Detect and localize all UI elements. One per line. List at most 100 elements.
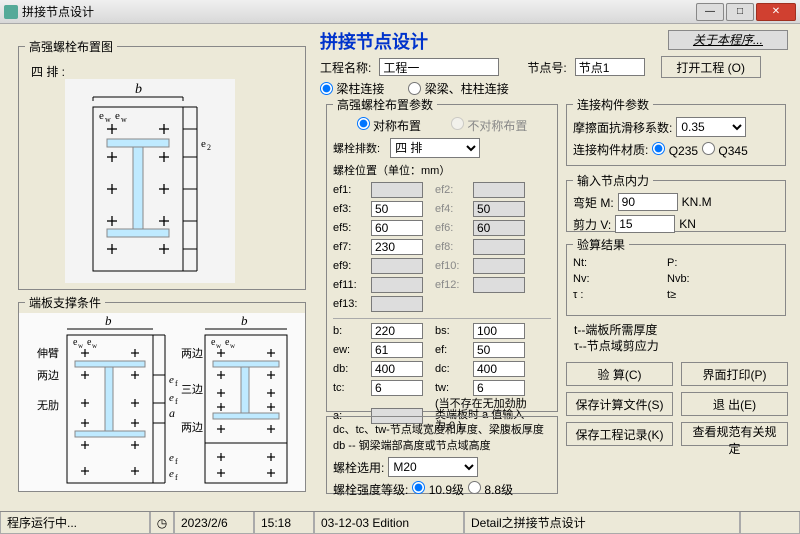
save-file-button[interactable]: 保存计算文件(S) [566, 392, 673, 416]
svg-text:w: w [230, 342, 236, 350]
sym-opt1[interactable]: 对称布置 [357, 117, 421, 134]
ef6-input [473, 220, 525, 236]
statusbar: 程序运行中... ◷ 2023/2/6 15:18 03-12-03 Editi… [0, 511, 800, 533]
app-icon [4, 5, 18, 19]
svg-text:e: e [169, 468, 174, 480]
open-project-button[interactable]: 打开工程 (O) [661, 56, 761, 78]
status-icon: ◷ [150, 512, 174, 534]
about-button[interactable]: 关于本程序... [668, 30, 788, 50]
svg-text:f: f [175, 379, 178, 388]
sym-opt2: 不对称布置 [451, 117, 527, 134]
svg-text:伸臂: 伸臂 [37, 347, 59, 360]
shear-label: 剪力 V: [573, 216, 611, 233]
ef13-input [371, 296, 423, 312]
ef2-input [473, 182, 525, 198]
conn-type-2[interactable]: 梁梁、柱柱连接 [408, 80, 508, 97]
force-input-panel: 输入节点内力 弯矩 M: KN.M 剪力 V: KN [566, 172, 786, 232]
svg-text:b: b [105, 313, 112, 328]
svg-text:f: f [175, 397, 178, 406]
svg-text:e: e [99, 110, 104, 122]
diagram-caption: 四 排 : [31, 63, 65, 80]
status-time: 15:18 [254, 512, 314, 534]
svg-text:w: w [78, 342, 84, 350]
support-condition-panel: 端板支撑条件 b ew ew [18, 294, 306, 492]
svg-text:f: f [175, 473, 178, 482]
node-label: 节点号: [527, 59, 566, 76]
bolt-select-panel: dc、tc、tw-节点域宽度和厚度、梁腹板厚度 db -- 钢梁端部高度或节点域… [326, 416, 558, 494]
svg-text:2: 2 [207, 143, 211, 152]
print-button[interactable]: 界面打印(P) [681, 362, 788, 386]
grade-88[interactable]: 8.8级 [468, 481, 513, 498]
save-record-button[interactable]: 保存工程记录(K) [566, 422, 673, 446]
grade-109[interactable]: 10.9级 [412, 481, 464, 498]
svg-text:三边: 三边 [181, 383, 203, 396]
ew-input[interactable] [371, 342, 423, 358]
mat-q235[interactable]: Q235 [652, 142, 698, 158]
svg-text:b: b [135, 82, 142, 97]
b-input[interactable] [371, 323, 423, 339]
maximize-button[interactable]: □ [726, 3, 754, 21]
result-notes: t--端板所需厚度 τ--节点域剪应力 [574, 322, 659, 354]
efg-input[interactable] [473, 342, 525, 358]
page-title: 拼接节点设计 [320, 28, 428, 54]
svg-text:e: e [201, 138, 206, 150]
svg-text:两边: 两边 [181, 421, 203, 434]
titlebar: 拼接节点设计 — □ ✕ [0, 0, 800, 24]
svg-text:w: w [105, 115, 111, 124]
bs-input[interactable] [473, 323, 525, 339]
friction-select[interactable]: 0.35 [676, 117, 746, 137]
svg-text:两边: 两边 [181, 347, 203, 360]
svg-text:a: a [169, 406, 175, 420]
bolt-layout-diagram-panel: 高强螺栓布置图 四 排 : b ew ew [18, 38, 306, 290]
svg-text:两边: 两边 [37, 369, 59, 382]
svg-text:w: w [121, 115, 127, 124]
svg-text:f: f [175, 457, 178, 466]
exit-button[interactable]: 退 出(E) [681, 392, 788, 416]
calc-button[interactable]: 验 算(C) [566, 362, 673, 386]
shear-input[interactable] [615, 215, 675, 233]
tw-input[interactable] [473, 380, 525, 396]
ef11-input [371, 277, 423, 293]
footnote1: dc、tc、tw-节点域宽度和厚度、梁腹板厚度 [333, 421, 551, 437]
dc-input[interactable] [473, 361, 525, 377]
db-input[interactable] [371, 361, 423, 377]
moment-input[interactable] [618, 193, 678, 211]
mat-q345[interactable]: Q345 [702, 142, 748, 158]
bolt-sel-label: 螺栓选用: [333, 459, 384, 476]
bolt-rows-select[interactable]: 四 排 [390, 138, 480, 158]
svg-text:e: e [169, 374, 174, 386]
svg-text:无肋: 无肋 [37, 398, 59, 412]
material-label: 连接构件材质: [573, 141, 648, 158]
moment-label: 弯矩 M: [573, 194, 614, 211]
ef3-input[interactable] [371, 201, 423, 217]
ef4-input [473, 201, 525, 217]
tc-input[interactable] [371, 380, 423, 396]
close-button[interactable]: ✕ [756, 3, 796, 21]
ef1-input [371, 182, 423, 198]
svg-text:e: e [169, 452, 174, 464]
ef7-input[interactable] [371, 239, 423, 255]
friction-label: 摩擦面抗滑移系数: [573, 119, 672, 136]
connection-params-panel: 连接构件参数 摩擦面抗滑移系数: 0.35 连接构件材质: Q235 Q345 [566, 96, 786, 166]
view-spec-button[interactable]: 查看规范有关规定 [681, 422, 788, 446]
bolt-params-panel: 高强螺栓布置参数 对称布置 不对称布置 螺栓排数: 四 排 螺栓位置（单位：mm… [326, 96, 558, 412]
bolt-sel-select[interactable]: M20 [388, 457, 478, 477]
window-title: 拼接节点设计 [22, 3, 94, 20]
conn-type-1[interactable]: 梁柱连接 [320, 80, 384, 97]
svg-text:w: w [92, 342, 98, 350]
ef8-input [473, 239, 525, 255]
svg-text:e: e [169, 392, 174, 404]
status-edition: 03-12-03 Edition [314, 512, 464, 534]
project-name-input[interactable] [379, 58, 499, 76]
minimize-button[interactable]: — [696, 3, 724, 21]
project-name-label: 工程名称: [320, 59, 371, 76]
svg-text:b: b [241, 313, 248, 328]
ef9-input [371, 258, 423, 274]
bolt-diagram: b ew ew [65, 79, 235, 283]
support-diagram: b e w e w [19, 313, 305, 491]
ef5-input[interactable] [371, 220, 423, 236]
status-detail: Detail之拼接节点设计 [464, 512, 740, 534]
svg-text:w: w [216, 342, 222, 350]
node-input[interactable] [575, 58, 645, 76]
footnote2: db -- 钢梁端部高度或节点域高度 [333, 437, 551, 453]
